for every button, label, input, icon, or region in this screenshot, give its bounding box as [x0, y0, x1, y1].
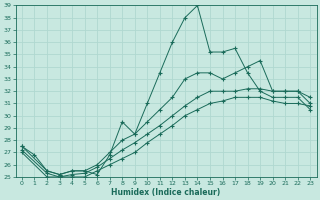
X-axis label: Humidex (Indice chaleur): Humidex (Indice chaleur) — [111, 188, 221, 197]
